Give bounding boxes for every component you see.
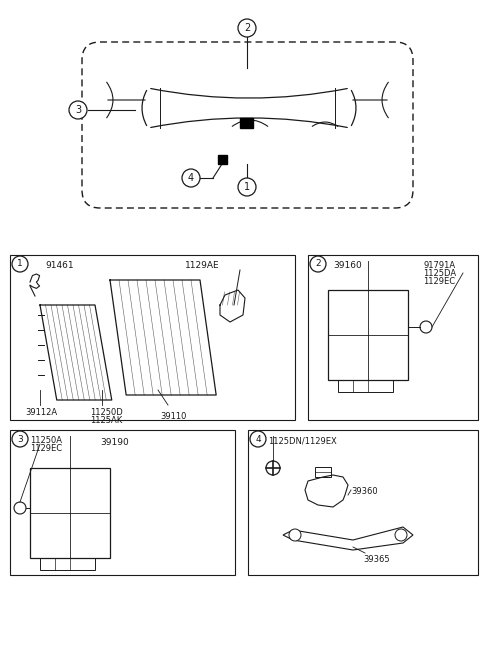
Circle shape — [289, 529, 301, 541]
Circle shape — [182, 169, 200, 187]
Text: 4: 4 — [188, 173, 194, 183]
Bar — [248, 430, 478, 575]
Text: 1129EC: 1129EC — [423, 277, 455, 286]
Bar — [30, 468, 110, 558]
Text: 4: 4 — [255, 434, 261, 443]
Bar — [40, 558, 95, 570]
Text: 2: 2 — [244, 23, 250, 33]
Bar — [315, 467, 331, 477]
Bar — [328, 290, 408, 380]
Text: 39110: 39110 — [160, 412, 186, 421]
Text: 2: 2 — [315, 260, 321, 269]
Text: 39360: 39360 — [351, 487, 378, 496]
Text: 1125DN/1129EX: 1125DN/1129EX — [268, 436, 337, 445]
Circle shape — [395, 529, 407, 541]
Text: 39365: 39365 — [363, 555, 390, 564]
Circle shape — [69, 101, 87, 119]
Text: 11250A: 11250A — [30, 436, 62, 445]
Bar — [10, 255, 295, 420]
Text: 3: 3 — [17, 434, 23, 443]
Circle shape — [14, 502, 26, 514]
Text: 1129EC: 1129EC — [30, 444, 62, 453]
Bar — [308, 255, 478, 420]
Circle shape — [310, 256, 326, 272]
Circle shape — [266, 461, 280, 475]
Circle shape — [12, 256, 28, 272]
Text: 1129AE: 1129AE — [185, 261, 220, 270]
Bar — [10, 430, 235, 575]
Polygon shape — [305, 475, 348, 507]
Circle shape — [238, 178, 256, 196]
Text: 1125AK: 1125AK — [90, 416, 122, 425]
Polygon shape — [283, 527, 413, 550]
Text: 1: 1 — [244, 182, 250, 192]
Text: 11250D: 11250D — [90, 408, 123, 417]
Text: 1: 1 — [17, 260, 23, 269]
Text: 3: 3 — [75, 105, 81, 115]
Bar — [338, 380, 393, 392]
Circle shape — [12, 431, 28, 447]
Circle shape — [420, 321, 432, 333]
Text: 1125DA: 1125DA — [423, 269, 456, 278]
Text: 39112A: 39112A — [25, 408, 57, 417]
Bar — [218, 155, 227, 164]
Text: 39190: 39190 — [100, 438, 129, 447]
Text: 39160: 39160 — [333, 261, 362, 270]
Circle shape — [238, 19, 256, 37]
Text: 91791A: 91791A — [423, 261, 455, 270]
Text: 91461: 91461 — [45, 261, 73, 270]
Bar — [240, 118, 253, 128]
Circle shape — [250, 431, 266, 447]
